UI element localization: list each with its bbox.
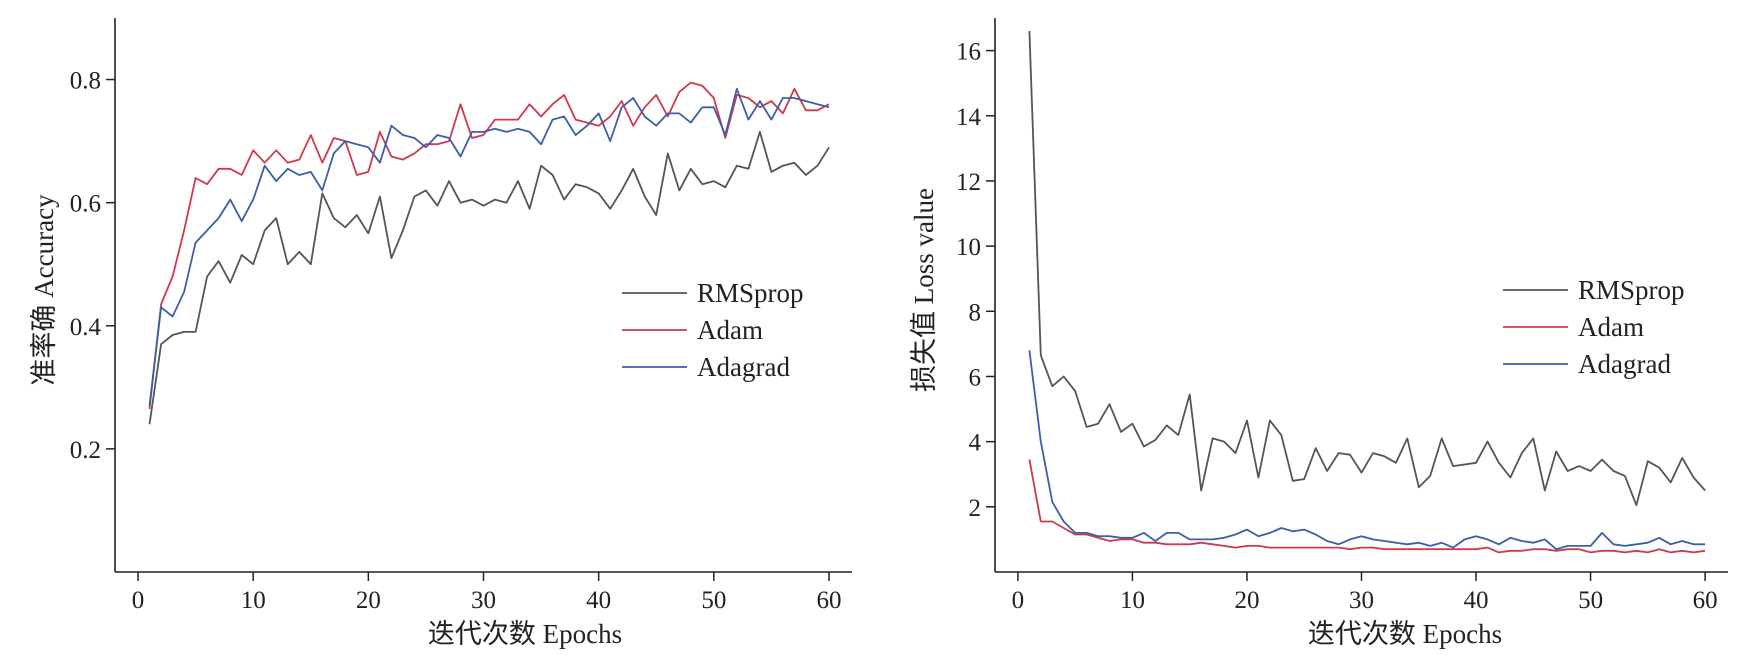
accuracy-chart-x-tick-label: 40 — [586, 587, 611, 614]
accuracy-chart: 0 10 20 30 40 50 60 0.2 0.4 0.6 0.8 迭代次数 Epochs 准… — [29, 18, 852, 649]
loss-chart-x-tick-label: 30 — [1349, 587, 1374, 614]
loss-chart-line-adagrad — [1028, 350, 1706, 551]
legend-label-adagrad: Adagrad — [697, 352, 790, 382]
loss-chart-x-ticks: 0 10 20 30 40 50 60 — [1012, 572, 1718, 614]
accuracy-chart-line-rmsprop — [148, 130, 830, 425]
loss-chart-line-rmsprop — [1028, 30, 1706, 507]
loss-chart-x-tick-label: 40 — [1464, 587, 1489, 614]
loss-chart-y-tick-label: 12 — [956, 169, 981, 196]
accuracy-chart-x-tick-label: 20 — [356, 587, 381, 614]
accuracy-chart-legend: RMSprop Adam Adagrad — [622, 278, 804, 382]
accuracy-chart-y-tick-label: 0.8 — [70, 68, 101, 95]
accuracy-chart-line-adagrad — [148, 87, 830, 406]
accuracy-chart-x-tick-label: 10 — [241, 587, 266, 614]
loss-chart-y-tick-label: 2 — [969, 495, 982, 522]
accuracy-chart-line-adam — [148, 81, 830, 409]
accuracy-chart-y-tick-label: 0.4 — [70, 314, 102, 341]
accuracy-chart-y-ticks: 0.2 0.4 0.6 0.8 — [70, 68, 115, 464]
loss-chart-x-tick-label: 20 — [1234, 587, 1259, 614]
loss-chart-y-ticks: 2 4 6 8 10 12 14 16 — [956, 39, 995, 522]
loss-chart-legend: RMSprop Adam Adagrad — [1503, 275, 1685, 379]
accuracy-chart-x-tick-label: 30 — [471, 587, 496, 614]
loss-chart-series — [1028, 30, 1706, 554]
loss-chart-y-tick-label: 16 — [956, 39, 981, 66]
loss-chart-y-tick-label: 14 — [956, 104, 982, 131]
accuracy-chart-x-label: 迭代次数 Epochs — [428, 619, 622, 649]
accuracy-chart-series — [148, 81, 830, 425]
loss-chart: 0 10 20 30 40 50 60 2 4 6 8 10 12 14 16 迭代次数 Epochs 损… — [909, 18, 1728, 649]
accuracy-chart-x-tick-label: 50 — [701, 587, 726, 614]
legend-label-adam: Adam — [697, 315, 763, 345]
loss-chart-y-label: 损失值 Loss value — [909, 188, 939, 392]
accuracy-chart-x-ticks: 0 10 20 30 40 50 60 — [132, 572, 841, 614]
accuracy-chart-y-tick-label: 0.6 — [70, 191, 101, 218]
legend-label-rmsprop: RMSprop — [697, 278, 804, 308]
legend-label-adagrad: Adagrad — [1578, 349, 1671, 379]
loss-chart-y-tick-label: 4 — [969, 430, 982, 457]
loss-chart-y-tick-label: 6 — [969, 364, 982, 391]
accuracy-chart-y-tick-label: 0.2 — [70, 437, 101, 464]
loss-chart-x-tick-label: 0 — [1012, 587, 1025, 614]
loss-chart-y-tick-label: 10 — [956, 234, 981, 261]
legend-label-adam: Adam — [1578, 312, 1644, 342]
legend-label-rmsprop: RMSprop — [1578, 275, 1685, 305]
loss-chart-x-label: 迭代次数 Epochs — [1308, 619, 1502, 649]
loss-chart-line-adam — [1028, 459, 1706, 554]
loss-chart-x-tick-label: 60 — [1693, 587, 1718, 614]
accuracy-chart-x-tick-label: 60 — [816, 587, 841, 614]
accuracy-chart-x-tick-label: 0 — [132, 587, 145, 614]
accuracy-chart-y-label: 准率确 Accuracy — [29, 194, 59, 386]
loss-chart-x-tick-label: 10 — [1120, 587, 1145, 614]
loss-chart-x-tick-label: 50 — [1578, 587, 1603, 614]
loss-chart-y-tick-label: 8 — [969, 299, 982, 326]
